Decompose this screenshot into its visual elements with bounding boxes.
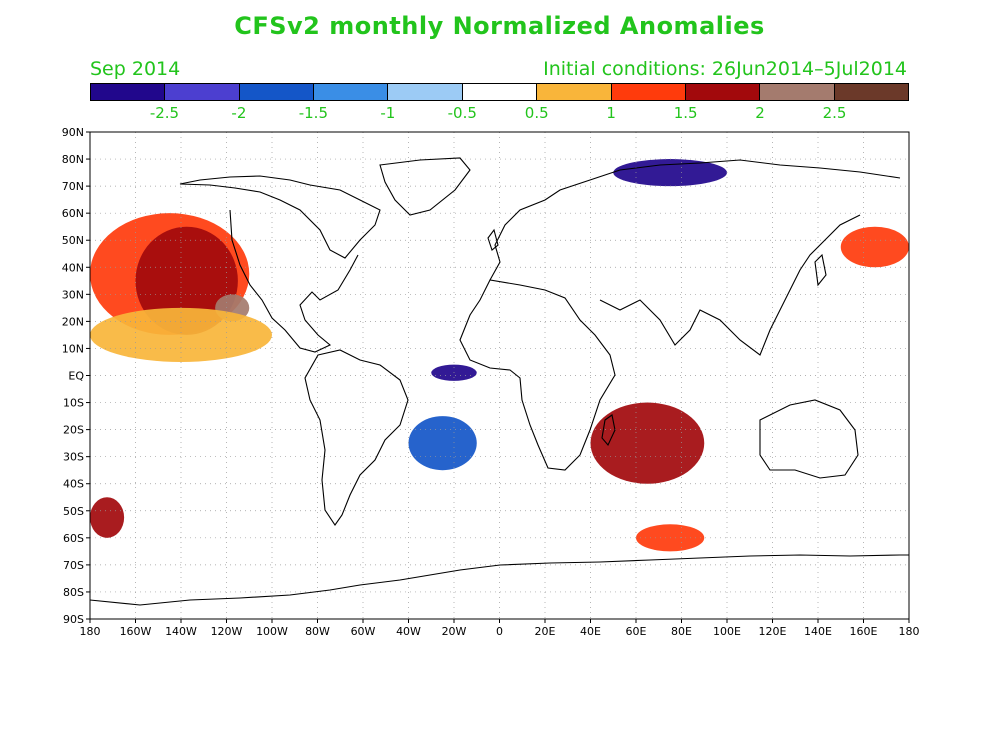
australia-coast: [759, 399, 859, 479]
lon-tick-label: 160W: [120, 625, 152, 638]
colorbar-swatch: [91, 84, 166, 100]
colorbar-label: -1.5: [298, 104, 328, 122]
lon-tick-label: 160E: [850, 625, 878, 638]
lat-tick-label: 90S: [63, 613, 84, 626]
lon-tick-label: 100E: [713, 625, 741, 638]
colorbar-label: -2: [231, 104, 247, 122]
longitude-labels: 180 160W 140W 120W 100W 80W 60W 40W 20W 0 20E 40E 60…: [80, 619, 920, 638]
lat-tick-label: 30S: [63, 451, 84, 464]
madagascar-coast: [601, 414, 616, 447]
colorbar-swatch: [760, 84, 835, 100]
colorbar-label: 1.5: [673, 104, 698, 122]
colorbar-swatch: [834, 84, 908, 100]
north-america-coast: [179, 175, 381, 259]
forecast-month: Sep 2014: [90, 58, 181, 80]
lat-tick-label: 40S: [63, 478, 84, 491]
anomaly-region: [613, 159, 727, 187]
lon-tick-label: 40E: [580, 625, 601, 638]
colorbar-label: 2.5: [822, 104, 847, 122]
lat-tick-label: 50N: [62, 234, 84, 247]
lon-tick-label: 0: [496, 625, 503, 638]
lat-tick-label: 90N: [62, 126, 84, 139]
japan-coast: [814, 253, 827, 287]
colorbar-swatch: [537, 84, 612, 100]
colorbar-label: 1: [606, 104, 616, 122]
lat-tick-label: 10S: [63, 397, 84, 410]
lat-tick-label: 30N: [62, 288, 84, 301]
lon-tick-label: 80W: [305, 625, 330, 638]
lon-tick-label: 120W: [211, 625, 243, 638]
lat-tick-label: 60N: [62, 207, 84, 220]
asia-coast: [599, 214, 861, 356]
lat-tick-label: 80S: [63, 586, 84, 599]
lon-tick-label: 40W: [396, 625, 421, 638]
greenland-coast: [379, 157, 471, 216]
colorbar-swatch: [388, 84, 463, 100]
lon-tick-label: 100W: [256, 625, 288, 638]
lon-tick-label: 60W: [351, 625, 376, 638]
lat-tick-label: 50S: [63, 505, 84, 518]
europe-coast: [489, 159, 901, 281]
lat-tick-label: 60S: [63, 532, 84, 545]
anomaly-region: [408, 416, 477, 471]
lon-tick-label: 180: [80, 625, 101, 638]
lat-tick-label: 40N: [62, 261, 84, 274]
colorbar-label: -2.5: [149, 104, 180, 122]
lon-tick-label: 80E: [671, 625, 692, 638]
colorbar-swatch: [462, 84, 538, 100]
colorbar-swatch: [611, 84, 686, 100]
lat-tick-label: 20S: [63, 424, 84, 437]
initial-conditions: Initial conditions: 26Jun2014–5Jul2014: [543, 58, 907, 80]
map-background: [90, 132, 909, 619]
lon-tick-label: 60E: [626, 625, 647, 638]
lat-tick-label: EQ: [68, 370, 84, 383]
lat-tick-label: 10N: [62, 342, 84, 355]
europe-africa-coast: [459, 279, 616, 471]
anomaly-region: [590, 402, 705, 484]
colorbar-swatch: [239, 84, 315, 100]
colorbar-label: 0.5: [524, 104, 549, 122]
antarctica-coast: [89, 554, 909, 606]
map-title: CFSv2 monthly Normalized Anomalies: [234, 12, 765, 40]
lon-tick-label: 120E: [759, 625, 787, 638]
latitude-labels: 90N 80N 70N 60N 50N 40N 30N 20N 10N EQ 10S 20S 30S 40…: [62, 126, 90, 626]
lat-tick-label: 70S: [63, 559, 84, 572]
lon-tick-label: 140E: [804, 625, 832, 638]
colorbar: [90, 83, 909, 101]
colorbar-label: 2: [755, 104, 765, 122]
anomaly-region: [135, 226, 238, 335]
lat-tick-label: 80N: [62, 153, 84, 166]
gridlines: [90, 132, 909, 619]
anomaly-region: [840, 226, 909, 268]
uk-coast: [487, 228, 499, 251]
lat-tick-label: 20N: [62, 315, 84, 328]
coastlines: [89, 157, 909, 606]
colorbar-swatch: [314, 84, 389, 100]
anomaly-region: [90, 307, 272, 362]
anomaly-region: [90, 497, 125, 538]
lat-tick-label: 70N: [62, 180, 84, 193]
lon-tick-label: 20E: [535, 625, 556, 638]
colorbar-label: -1: [380, 104, 396, 122]
colorbar-label: -0.5: [447, 104, 477, 122]
colorbar-swatch: [685, 84, 761, 100]
lon-tick-label: 20W: [442, 625, 467, 638]
lon-tick-label: 140W: [165, 625, 197, 638]
colorbar-swatch: [165, 84, 240, 100]
west-coast-america: [229, 209, 359, 353]
lon-tick-label: 180: [899, 625, 920, 638]
south-america-coast: [304, 349, 409, 526]
